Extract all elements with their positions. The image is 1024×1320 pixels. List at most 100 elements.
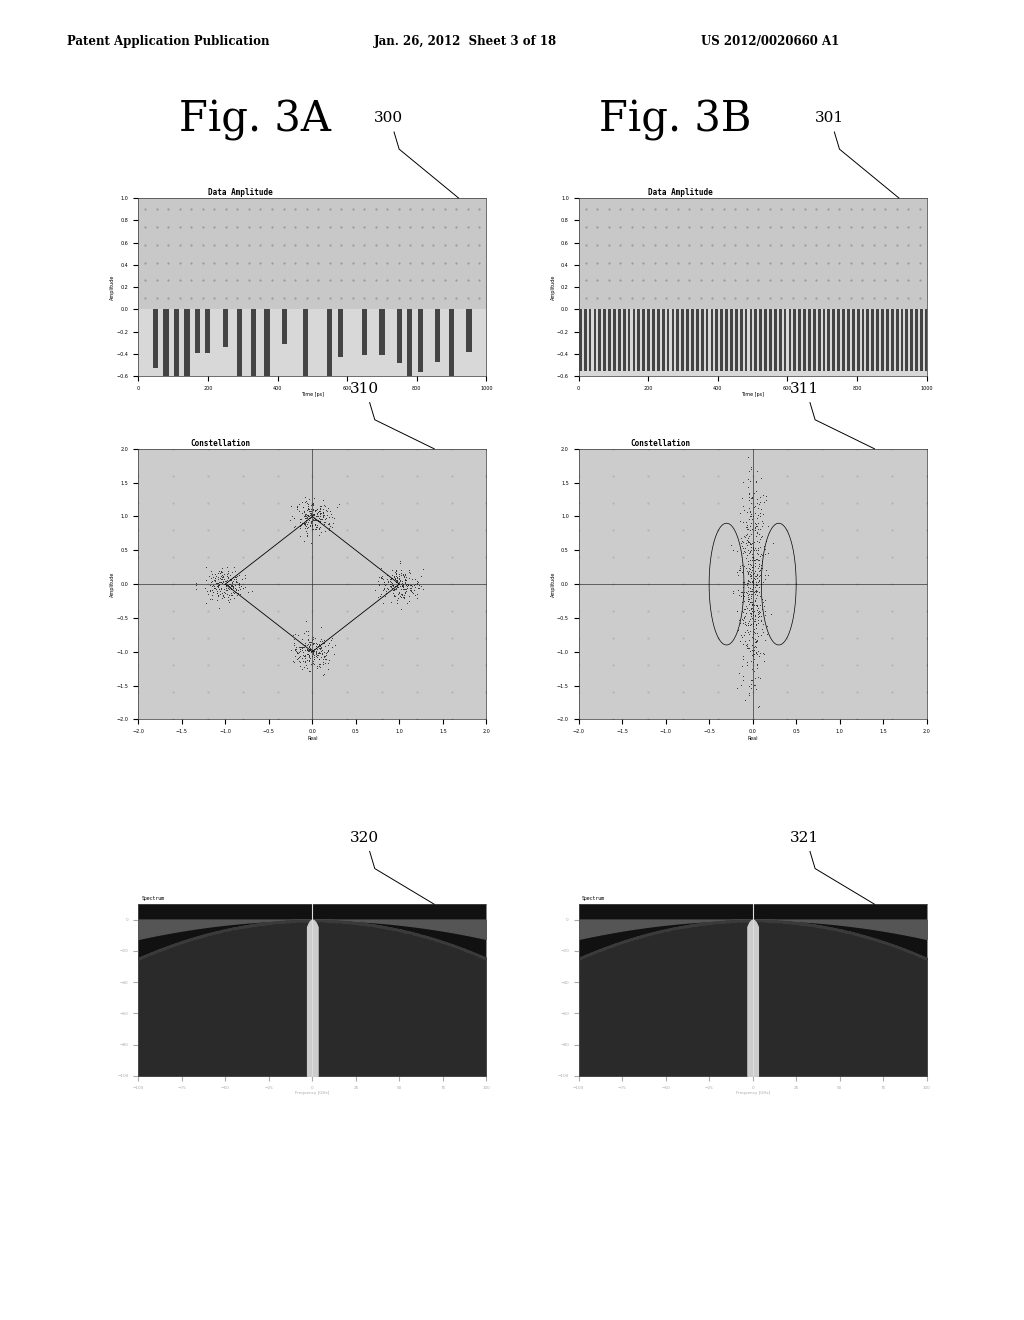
Point bbox=[313, 510, 330, 531]
Point bbox=[316, 635, 333, 656]
Point bbox=[398, 593, 415, 614]
Point bbox=[756, 643, 772, 664]
Point bbox=[390, 573, 407, 594]
Point bbox=[298, 620, 314, 642]
Point bbox=[734, 585, 751, 606]
Point bbox=[212, 572, 228, 593]
Point bbox=[216, 573, 232, 594]
Point bbox=[229, 582, 246, 603]
Bar bbox=[633, 309, 635, 371]
Point bbox=[307, 500, 324, 521]
Point bbox=[321, 507, 337, 528]
Bar bbox=[603, 309, 606, 371]
Point bbox=[308, 632, 325, 653]
Point bbox=[744, 564, 761, 585]
Point bbox=[745, 612, 762, 634]
Point bbox=[299, 640, 315, 661]
Point bbox=[750, 540, 766, 561]
Point bbox=[302, 639, 318, 660]
Point bbox=[289, 495, 305, 516]
Point bbox=[739, 590, 756, 611]
Point bbox=[205, 566, 221, 587]
Point bbox=[391, 550, 408, 572]
Point bbox=[302, 515, 318, 536]
Point bbox=[743, 570, 760, 591]
Point bbox=[220, 578, 237, 599]
Point bbox=[740, 577, 757, 598]
Point bbox=[401, 585, 418, 606]
Point bbox=[376, 577, 392, 598]
Point bbox=[308, 657, 325, 678]
Point bbox=[221, 574, 238, 595]
Point bbox=[315, 490, 332, 511]
Point bbox=[218, 574, 234, 595]
Bar bbox=[891, 309, 894, 371]
Bar bbox=[861, 309, 864, 371]
Point bbox=[738, 548, 755, 569]
Point bbox=[389, 576, 406, 597]
Point bbox=[224, 573, 241, 594]
Point bbox=[746, 550, 763, 572]
Point bbox=[309, 502, 326, 523]
Point bbox=[736, 573, 753, 594]
Point bbox=[220, 586, 237, 607]
Point bbox=[301, 506, 317, 527]
Point bbox=[744, 546, 761, 568]
Point bbox=[209, 585, 225, 606]
Point bbox=[741, 610, 758, 631]
Point bbox=[725, 582, 741, 603]
Point bbox=[752, 602, 768, 623]
Point bbox=[206, 577, 222, 598]
Point bbox=[736, 591, 753, 612]
Point bbox=[372, 585, 388, 606]
Point bbox=[308, 638, 325, 659]
Point bbox=[210, 576, 226, 597]
Point bbox=[393, 578, 410, 599]
Point bbox=[218, 570, 234, 591]
Point bbox=[754, 599, 770, 620]
Point bbox=[742, 536, 759, 557]
Bar bbox=[730, 309, 733, 371]
Point bbox=[748, 471, 764, 492]
Point bbox=[327, 635, 343, 656]
Point bbox=[303, 639, 319, 660]
Point bbox=[215, 585, 231, 606]
Point bbox=[299, 525, 315, 546]
Point bbox=[748, 614, 764, 635]
Point bbox=[214, 587, 230, 609]
Point bbox=[314, 507, 331, 528]
Point bbox=[286, 628, 302, 649]
Point bbox=[221, 587, 238, 609]
Point bbox=[734, 587, 751, 609]
Point bbox=[751, 601, 767, 622]
Point bbox=[752, 433, 768, 454]
Point bbox=[297, 647, 313, 668]
Point bbox=[736, 541, 753, 562]
Point bbox=[297, 504, 313, 525]
Point bbox=[311, 639, 328, 660]
Point bbox=[742, 470, 759, 491]
Bar bbox=[857, 309, 859, 371]
Point bbox=[310, 635, 327, 656]
Point bbox=[743, 644, 760, 665]
Point bbox=[730, 619, 746, 640]
Point bbox=[310, 507, 327, 528]
Point bbox=[302, 503, 318, 524]
Point bbox=[302, 500, 318, 521]
Point bbox=[202, 581, 218, 602]
Point bbox=[736, 599, 753, 620]
Point bbox=[303, 499, 319, 520]
Point bbox=[303, 532, 319, 553]
Point bbox=[314, 502, 331, 523]
Point bbox=[214, 565, 230, 586]
Point bbox=[744, 624, 761, 645]
Point bbox=[743, 614, 760, 635]
Point bbox=[307, 640, 324, 661]
Point bbox=[738, 561, 755, 582]
Point bbox=[315, 642, 332, 663]
Point bbox=[312, 643, 329, 664]
Point bbox=[295, 642, 311, 663]
Point bbox=[748, 572, 764, 593]
Point bbox=[222, 569, 239, 590]
Point bbox=[734, 582, 751, 603]
